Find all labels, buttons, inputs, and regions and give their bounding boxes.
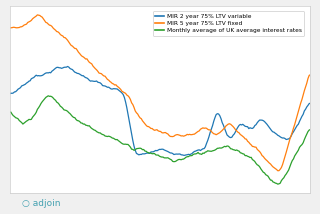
Legend: MIR 2 year 75% LTV variable, MIR 5 year 75% LTV fixed, Monthly average of UK ave: MIR 2 year 75% LTV variable, MIR 5 year … bbox=[153, 11, 304, 36]
Text: ○ adjoin: ○ adjoin bbox=[22, 199, 61, 208]
